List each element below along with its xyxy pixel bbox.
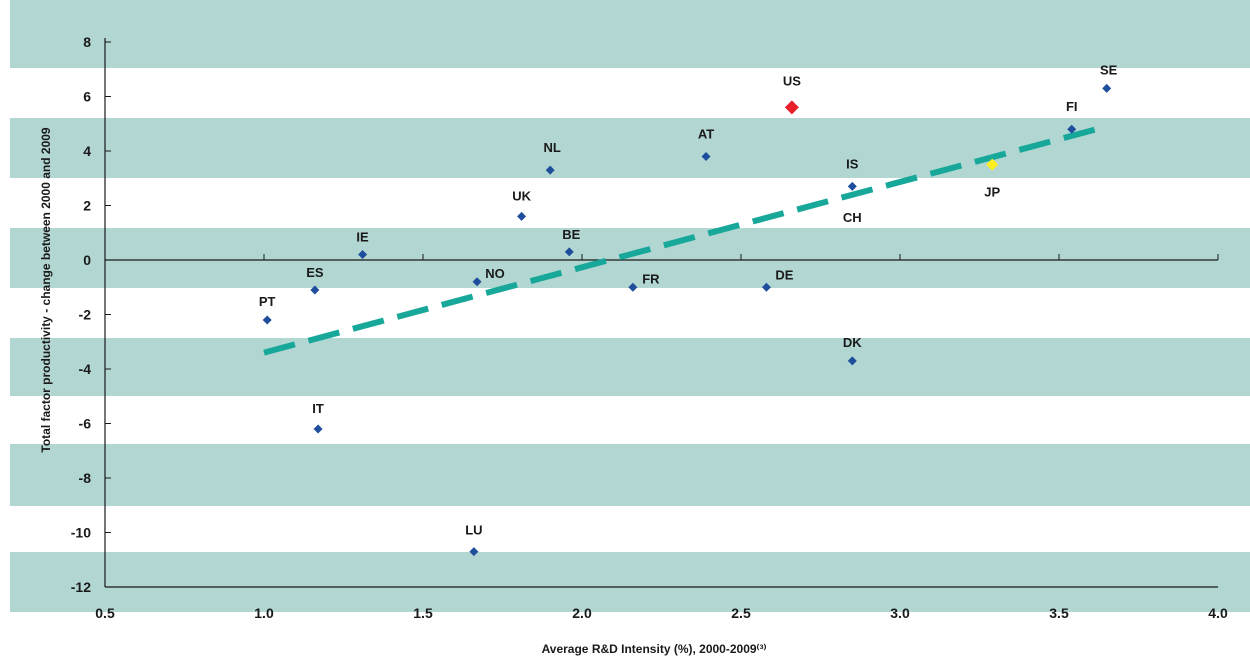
y-tick-label: -8 <box>79 470 92 486</box>
data-point-se <box>1102 83 1112 93</box>
point-label-es: ES <box>306 265 324 280</box>
data-point-dk <box>847 356 857 366</box>
x-tick-label: 3.0 <box>890 605 910 621</box>
y-axis-title: Total factor productivity - change betwe… <box>39 127 53 453</box>
data-points <box>262 83 1112 557</box>
trendline-group <box>263 123 1108 356</box>
point-label-it: IT <box>312 401 324 416</box>
data-point-jp <box>986 158 999 171</box>
point-label-ch: CH <box>843 210 862 225</box>
point-label-dk: DK <box>843 335 862 350</box>
point-label-lu: LU <box>465 523 482 538</box>
y-tick-label: -10 <box>71 525 91 541</box>
point-label-fi: FI <box>1066 99 1078 114</box>
data-point-us <box>784 100 799 115</box>
y-tick-label: 8 <box>83 34 91 50</box>
background-band <box>10 118 1250 178</box>
point-label-be: BE <box>562 227 580 242</box>
point-label-at: AT <box>698 126 714 141</box>
data-point-es <box>310 285 320 295</box>
x-tick-label: 2.0 <box>572 605 592 621</box>
data-point-it <box>313 424 323 434</box>
point-label-ie: IE <box>356 230 369 245</box>
data-point-be <box>564 247 574 257</box>
y-tick-label: 6 <box>83 89 91 105</box>
background-band <box>10 0 1250 68</box>
data-point-de <box>761 282 771 292</box>
point-label-pt: PT <box>259 294 276 309</box>
point-labels: PT ES IT IE LU NO UK NL BE FR AT DE US IS CH DK JP FI SE <box>259 62 1118 537</box>
x-tick-label: 1.5 <box>413 605 433 621</box>
background-band <box>10 228 1250 288</box>
x-tick-label: 4.0 <box>1208 605 1228 621</box>
point-label-de: DE <box>775 267 793 282</box>
point-label-is: IS <box>846 156 859 171</box>
y-tick-label: 2 <box>83 198 91 214</box>
y-tick-label: 0 <box>83 252 91 268</box>
x-axis-title: Average R&D Intensity (%), 2000-2009⁽³⁾ <box>542 642 767 656</box>
point-label-se: SE <box>1100 62 1118 77</box>
data-point-uk <box>517 211 527 221</box>
x-tick-label: 1.0 <box>254 605 274 621</box>
y-tick-label: -2 <box>79 307 92 323</box>
point-label-jp: JP <box>984 185 1000 200</box>
point-label-nl: NL <box>544 140 561 155</box>
x-tick-label: 0.5 <box>95 605 115 621</box>
y-tick-label: -6 <box>79 416 92 432</box>
x-tick-label: 2.5 <box>731 605 751 621</box>
y-tick-label: -4 <box>79 361 92 377</box>
background-band <box>10 338 1250 396</box>
data-point-ie <box>358 250 368 260</box>
data-point-pt <box>262 315 272 325</box>
point-label-us: US <box>783 73 801 88</box>
data-point-fr <box>628 282 638 292</box>
data-point-lu <box>469 547 479 557</box>
data-point-is <box>847 181 857 191</box>
trend-line <box>263 123 1108 356</box>
background-bands <box>10 0 1250 612</box>
background-band <box>10 552 1250 612</box>
data-point-nl <box>545 165 555 175</box>
point-label-uk: UK <box>512 188 531 203</box>
x-tick-label: 3.5 <box>1049 605 1069 621</box>
data-point-at <box>701 151 711 161</box>
point-label-fr: FR <box>642 271 660 286</box>
y-tick-label: -12 <box>71 579 91 595</box>
y-tick-label: 4 <box>83 143 91 159</box>
point-label-no: NO <box>485 266 505 281</box>
chart-axes: 8 6 4 2 0 -2 -4 -6 -8 -10 -120.5 1.0 1.5 2.0 2.5 3.0 3.5… <box>71 34 1228 621</box>
data-point-no <box>472 277 482 287</box>
data-point-fi <box>1067 124 1077 134</box>
background-band <box>10 444 1250 506</box>
